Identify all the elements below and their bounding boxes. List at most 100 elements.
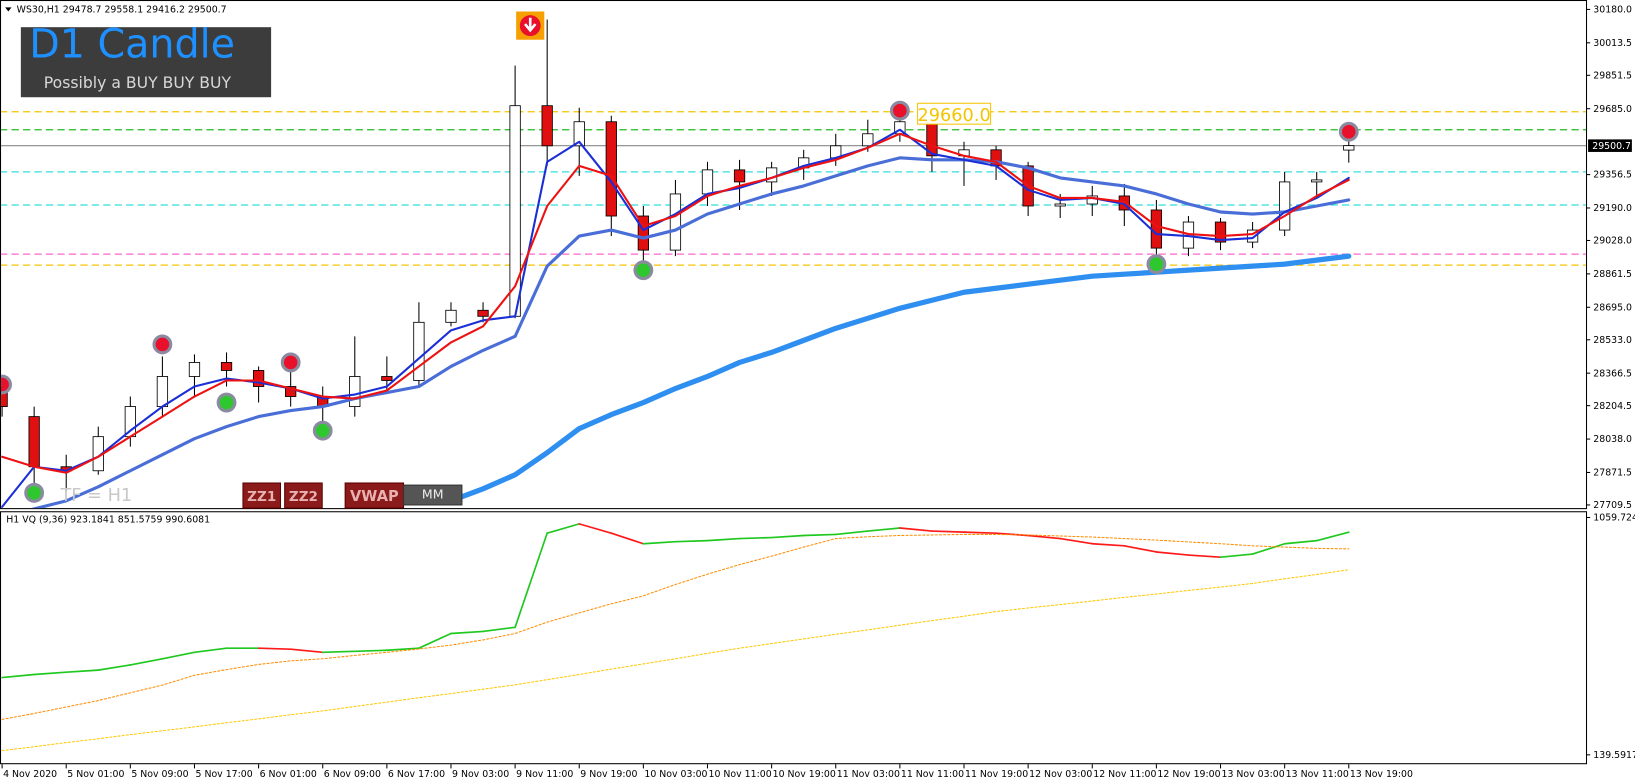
candle-body: [1343, 145, 1355, 151]
line: [1, 569, 1350, 752]
candle-body: [349, 376, 361, 407]
x-tick-label: 12 Nov 11:00: [1093, 769, 1156, 780]
line-segment: [738, 536, 773, 540]
axis-layer: 30180.0 30013.5 29851.5 29685.0 29356.5 29190…: [1, 5, 1635, 780]
signal-marker: [1146, 254, 1167, 275]
x-tick-label: 12 Nov 03:00: [1029, 769, 1092, 780]
x-tick-label: 9 Nov 11:00: [516, 769, 573, 780]
button[interactable]: ZZ1: [242, 482, 282, 509]
candle-body: [156, 376, 169, 407]
line-segment: [578, 523, 613, 534]
line-segment: [770, 534, 805, 539]
signal-marker: [633, 260, 654, 281]
candle-body: [445, 309, 457, 323]
x-tick-label: 4 Nov 2020: [3, 769, 57, 780]
button[interactable]: MM: [403, 484, 463, 506]
x-tick-label: 9 Nov 19:00: [580, 769, 637, 780]
sub-layer: [1, 523, 1350, 752]
line-segment: [610, 532, 645, 545]
candle-body: [1054, 203, 1066, 207]
button-label: VWAP: [350, 488, 399, 505]
line-segment: [1155, 551, 1190, 556]
y-tick-label: 28366.5: [1593, 368, 1632, 379]
line-segment: [931, 530, 965, 533]
candle-body: [285, 386, 297, 397]
line: [1, 128, 1350, 508]
price-label: 29660.0: [917, 106, 990, 126]
banner-title: D1 Candle: [29, 21, 235, 67]
x-tick-label: 6 Nov 01:00: [260, 769, 317, 780]
y-tick-label: 28204.5: [1593, 401, 1632, 412]
candle-body: [381, 376, 393, 381]
sub-panel: [0, 511, 1588, 765]
signal-marker: [1338, 121, 1359, 142]
candle-body: [573, 121, 585, 147]
candle-body: [1279, 181, 1291, 231]
line-segment: [193, 647, 228, 654]
candle-body: [669, 193, 682, 251]
y-tick-label: 29356.5: [1593, 170, 1632, 181]
line-segment: [129, 657, 164, 666]
timeframe-label: TF = H1: [59, 486, 132, 506]
y-tick-label: 28533.0: [1593, 335, 1632, 346]
candle-body: [637, 215, 649, 251]
line: [448, 253, 1352, 504]
y-tick-label: 30180.0: [1593, 5, 1632, 16]
x-tick-label: 11 Nov 03:00: [837, 769, 900, 780]
button[interactable]: VWAP: [344, 482, 405, 509]
signal-marker: [216, 392, 237, 413]
signal-marker: [1, 374, 12, 395]
signal-marker: [889, 100, 910, 121]
y-tick-label: 29190.0: [1593, 203, 1632, 214]
candle-body: [701, 169, 714, 195]
x-tick-label: 5 Nov 01:00: [67, 769, 124, 780]
ohlc-high: 29558.1: [104, 5, 143, 16]
candle-body: [28, 416, 40, 468]
signal-marker: [312, 420, 333, 441]
candle-body: [220, 362, 233, 371]
line-segment: [1219, 553, 1254, 558]
y-tick-label: 1059.7244: [1593, 513, 1635, 524]
line: [1, 132, 1350, 474]
indicator-value: 851.5759: [118, 515, 163, 526]
line-segment: [514, 532, 549, 629]
candle-body: [477, 309, 489, 317]
main-layer: [1, 19, 1586, 509]
candle-body: [1214, 221, 1227, 243]
line-segment: [482, 626, 516, 633]
line-segment: [963, 531, 997, 534]
line-segment: [1091, 542, 1126, 547]
x-tick-label: 10 Nov 19:00: [773, 769, 836, 780]
line-segment: [899, 527, 933, 532]
line-segment: [386, 647, 420, 652]
y-tick-label: 29685.0: [1593, 104, 1632, 115]
candle-body: [413, 321, 425, 381]
line-segment: [1315, 531, 1350, 542]
line-segment: [1251, 542, 1286, 555]
y-tick-label: 29851.5: [1593, 70, 1632, 81]
line-segment: [834, 530, 869, 536]
x-tick-label: 6 Nov 17:00: [388, 769, 445, 780]
line-segment: [546, 523, 581, 534]
price-tag-label: 29500.7: [1592, 141, 1631, 152]
line-segment: [1187, 554, 1222, 558]
line-segment: [1027, 534, 1062, 540]
price-tag: [1588, 139, 1632, 152]
x-tick-label: 10 Nov 03:00: [644, 769, 707, 780]
x-tick-label: 9 Nov 03:00: [452, 769, 509, 780]
x-tick-label: 13 Nov 11:00: [1286, 769, 1349, 780]
line-segment: [1, 673, 35, 679]
chart-header: WS30,H1 29478.7 29558.1 29416.2 29500.7: [17, 5, 227, 16]
line: [1, 533, 1350, 720]
banner: [20, 27, 272, 98]
indicator-name: H1 VQ (9,36): [6, 515, 67, 526]
candle-body: [541, 105, 553, 147]
line-segment: [353, 649, 388, 653]
line-segment: [161, 651, 196, 660]
banner-text: Possibly a BUY BUY BUY: [44, 73, 232, 92]
x-tick-label: 10 Nov 11:00: [709, 769, 772, 780]
button[interactable]: ZZ2: [284, 482, 323, 509]
indicator-header: H1 VQ (9,36) 923.1841 851.5759 990.6081: [6, 515, 210, 526]
x-tick-label: 6 Nov 09:00: [324, 769, 381, 780]
